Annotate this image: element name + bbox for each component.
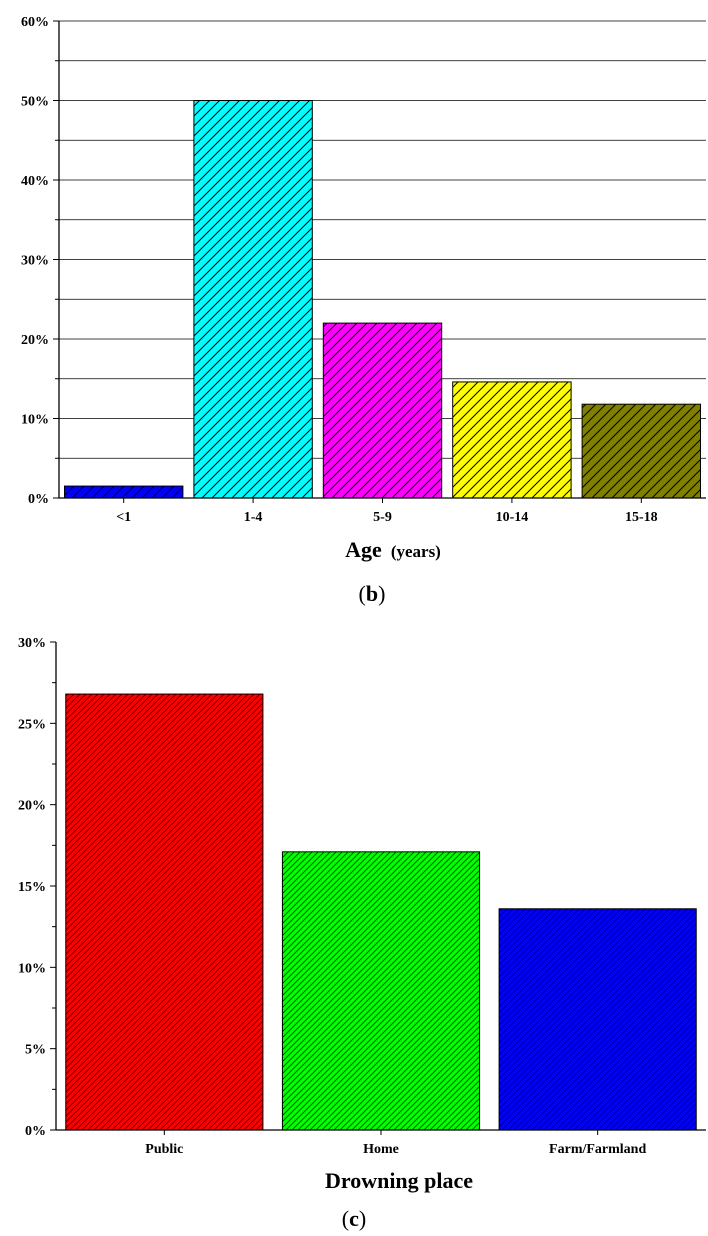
axes: [50, 641, 706, 1135]
bar-hatch: [498, 908, 697, 1131]
bar-hatch: [322, 322, 443, 499]
y-tick-label: 30%: [21, 254, 49, 269]
x-tick-label: Home: [363, 1142, 399, 1157]
bar-hatch: [452, 381, 572, 499]
panel-label: (b): [359, 581, 386, 606]
y-tick-label: 5%: [25, 1043, 46, 1058]
chart-c: 0% 5% 10% 15% 20% 25% 30% Public Home Farm/Farml…: [18, 636, 706, 1231]
bar-hatch: [193, 100, 313, 499]
gridlines: [59, 20, 706, 459]
chart-b: 0%10%20%30%40%50%60% <1 1-4 5-9 10-14 15-18 …: [21, 15, 706, 606]
y-tick-label: 15%: [18, 880, 46, 895]
y-tick-label: 30%: [18, 636, 46, 651]
x-axis-title: Age (years): [345, 537, 441, 562]
x-tick-label: 15-18: [625, 510, 658, 525]
y-tick-label: 20%: [18, 799, 46, 814]
x-tick-labels: <1 1-4 5-9 10-14 15-18: [116, 510, 657, 525]
x-tick-label: <1: [116, 510, 131, 525]
x-tick-label: 1-4: [244, 510, 263, 525]
bars: [63, 100, 702, 499]
x-tick-label: Farm/Farmland: [549, 1142, 646, 1157]
x-axis-title: Drowning place: [325, 1168, 473, 1193]
bar-hatch: [281, 851, 481, 1131]
x-tick-label: 10-14: [496, 510, 529, 525]
panel-label: (c): [342, 1206, 366, 1231]
axes: [53, 20, 706, 503]
x-tick-label: Public: [145, 1142, 183, 1157]
y-tick-label: 0%: [25, 1124, 46, 1139]
y-tick-label: 0%: [28, 492, 49, 507]
y-tick-label: 20%: [21, 333, 49, 348]
y-tick-labels: 0% 10% 20% 30% 40% 50% 60%: [21, 15, 49, 507]
bar-hatch: [63, 485, 184, 499]
y-tick-label: 10%: [21, 413, 49, 428]
y-tick-label: 10%: [18, 961, 46, 976]
y-tick-label: 40%: [21, 174, 49, 189]
y-tick-label: 60%: [21, 15, 49, 30]
bars: [65, 693, 697, 1131]
bar-hatch: [581, 403, 702, 499]
y-tick-labels: 0% 5% 10% 15% 20% 25% 30%: [18, 636, 46, 1139]
x-tick-labels: Public Home Farm/Farmland: [145, 1142, 646, 1157]
y-tick-label: 50%: [21, 95, 49, 110]
x-tick-label: 5-9: [373, 510, 392, 525]
y-tick-label: 25%: [18, 717, 46, 732]
bar-hatch: [65, 693, 264, 1131]
